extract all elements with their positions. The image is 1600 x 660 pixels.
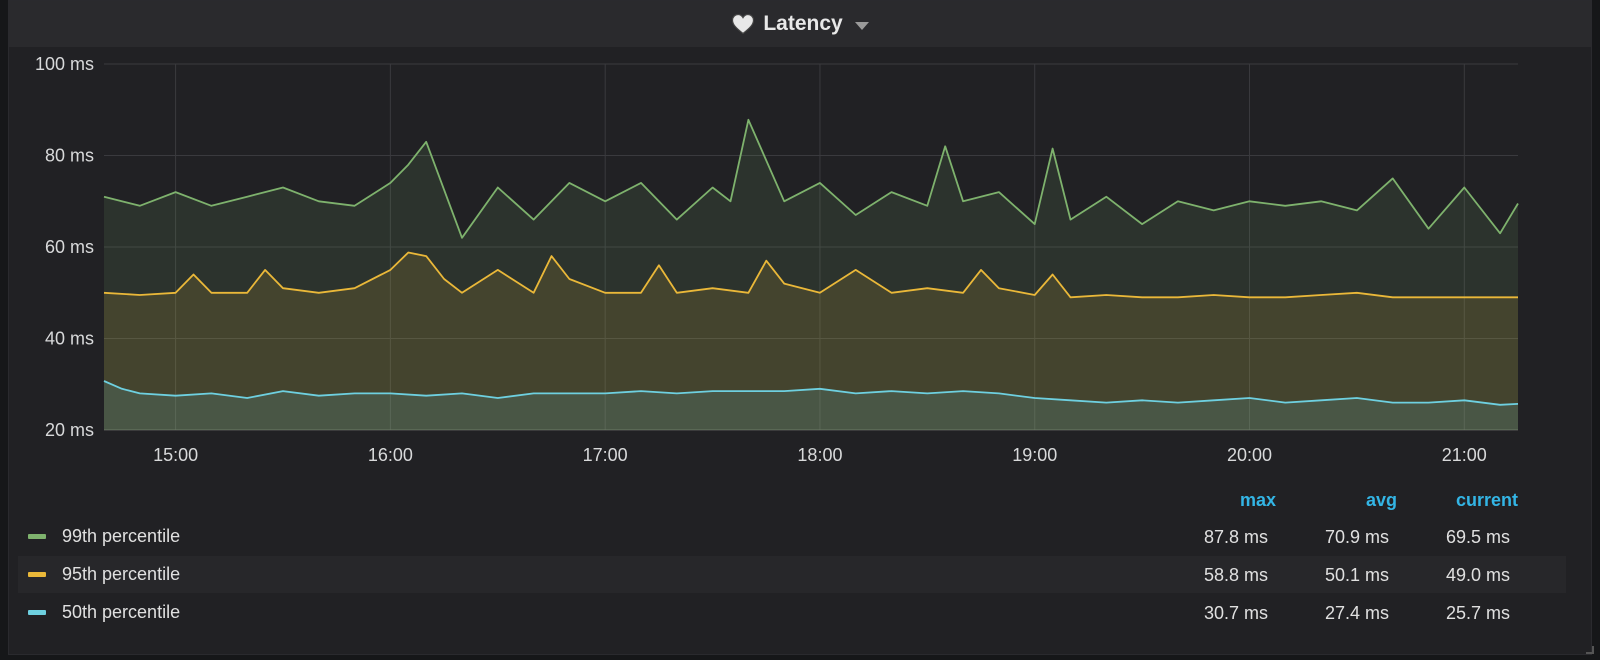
legend-avg-p50: 27.4 ms [1324, 603, 1389, 623]
x-tick-label: 20:00 [1227, 445, 1272, 465]
panel-header[interactable]: Latency [9, 1, 1591, 47]
series-area-2 [104, 381, 1518, 430]
y-tick-label: 100 ms [35, 54, 94, 74]
series-area-0 [104, 119, 1518, 431]
x-axis: 15:00 16:00 17:00 18:00 19:00 20:00 21:00 [153, 445, 1487, 465]
series-line-0[interactable] [103, 118, 1519, 239]
legend-header: max avg current [0, 490, 1600, 512]
x-tick-label: 15:00 [153, 445, 198, 465]
legend-current-p95: 49.0 ms [1445, 565, 1510, 585]
legend-max-p50: 30.7 ms [1203, 603, 1268, 623]
series-area-1 [104, 252, 1518, 430]
legend-row-p95[interactable]: 95th percentile 58.8 ms 50.1 ms 49.0 ms [18, 556, 1566, 593]
legend-col-avg[interactable]: avg [1365, 490, 1397, 510]
legend-avg-p95: 50.1 ms [1324, 565, 1389, 585]
legend-name-p95[interactable]: 95th percentile [62, 564, 181, 584]
legend-max-p95: 58.8 ms [1203, 565, 1268, 585]
y-axis: 20 ms 40 ms 60 ms 80 ms 100 ms [35, 54, 94, 440]
chevron-down-icon[interactable] [854, 22, 869, 30]
legend-name-p50[interactable]: 50th percentile [62, 602, 181, 622]
legend-avg-p99: 70.9 ms [1324, 527, 1389, 547]
x-tick-label: 21:00 [1442, 445, 1487, 465]
chart-areas [104, 119, 1518, 431]
x-tick-label: 16:00 [368, 445, 413, 465]
legend-swatch-p95 [28, 572, 46, 577]
legend-row-p50[interactable]: 50th percentile 30.7 ms 27.4 ms 25.7 ms [18, 594, 1566, 631]
latency-panel: Latency [8, 0, 1592, 655]
chart-grid [104, 63, 1518, 431]
legend-max-p99: 87.8 ms [1203, 527, 1268, 547]
legend-current-p50: 25.7 ms [1445, 603, 1510, 623]
heart-icon [731, 13, 755, 35]
legend-swatch-p50 [28, 610, 46, 615]
legend-current-p99: 69.5 ms [1445, 527, 1510, 547]
legend-name-p99[interactable]: 99th percentile [62, 526, 181, 546]
x-tick-label: 18:00 [797, 445, 842, 465]
legend-row-p99[interactable]: 99th percentile 87.8 ms 70.9 ms 69.5 ms [18, 518, 1566, 555]
y-tick-label: 60 ms [45, 237, 94, 257]
panel-resize-handle[interactable] [1586, 646, 1594, 654]
legend-col-current[interactable]: current [1455, 490, 1518, 510]
series-line-2[interactable] [103, 380, 1519, 406]
y-tick-label: 80 ms [45, 146, 94, 166]
x-tick-label: 19:00 [1012, 445, 1057, 465]
latency-chart: 20 ms 40 ms 60 ms 80 ms 100 ms 15:00 16:00 17:… [35, 54, 1519, 465]
y-tick-label: 40 ms [45, 329, 94, 349]
legend-swatch-p99 [28, 534, 46, 539]
legend-col-max[interactable]: max [1239, 490, 1276, 510]
chart-lines [103, 118, 1519, 406]
x-tick-label: 17:00 [583, 445, 628, 465]
panel-title[interactable]: Latency [763, 12, 843, 35]
y-tick-label: 20 ms [45, 420, 94, 440]
series-line-1[interactable] [103, 251, 1518, 299]
